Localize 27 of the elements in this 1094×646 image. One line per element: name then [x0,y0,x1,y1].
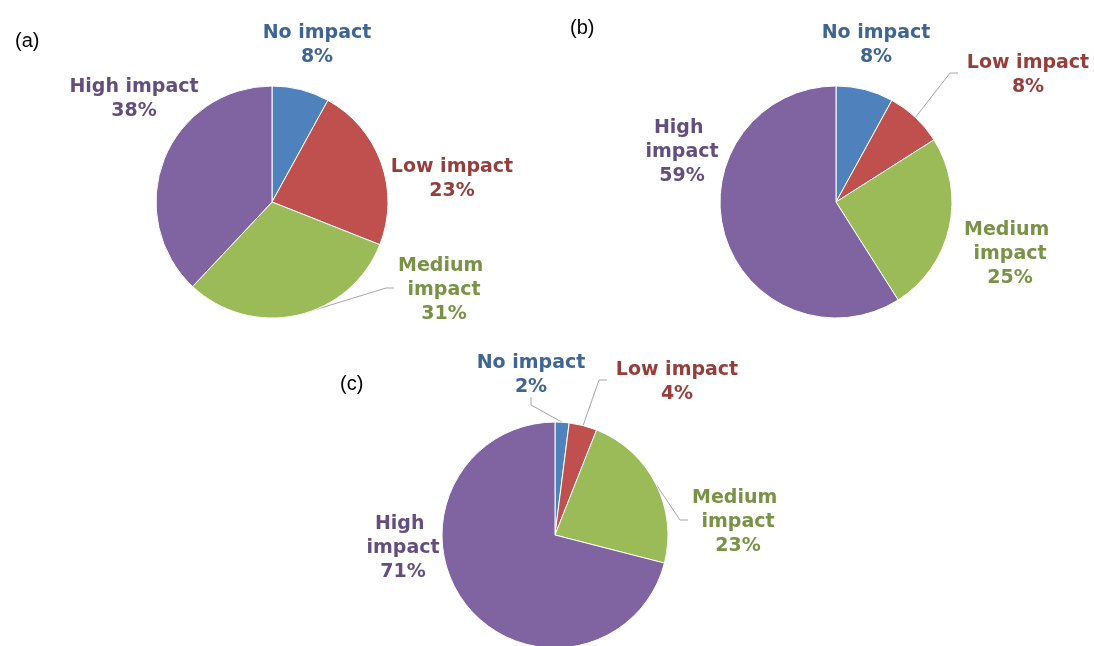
data-label: 38% [111,98,157,120]
slice-label: Low impact [390,154,514,176]
slice-label: Low impact [966,50,1090,72]
slice-label: No impact [476,350,586,372]
data-label: 8% [1011,74,1045,96]
text: (c) [340,372,364,394]
data-label: 23% [715,533,761,555]
slice-label: High impact [366,511,440,557]
slice-label: Medium impact [398,253,490,299]
slice-label: No impact [262,20,372,42]
slice-label: Low impact [615,357,739,379]
data-label: 23% [429,178,475,200]
data-label: 2% [514,374,548,396]
data-label: 8% [300,44,334,66]
data-label: 31% [421,301,467,323]
data-label: 71% [380,559,426,581]
slice-label: Medium impact [692,485,784,531]
chart-title: (b) [570,16,595,38]
slice-label: No impact [821,20,931,42]
slice-label: High impact [645,115,719,161]
slice-label: High impact [69,74,199,96]
slice-label: Medium impact [964,217,1056,263]
data-label: 4% [660,381,694,403]
data-label: 25% [987,265,1033,287]
data-label: 59% [659,163,705,185]
chart-title: (a) [15,29,40,51]
data-label: 8% [859,44,893,66]
